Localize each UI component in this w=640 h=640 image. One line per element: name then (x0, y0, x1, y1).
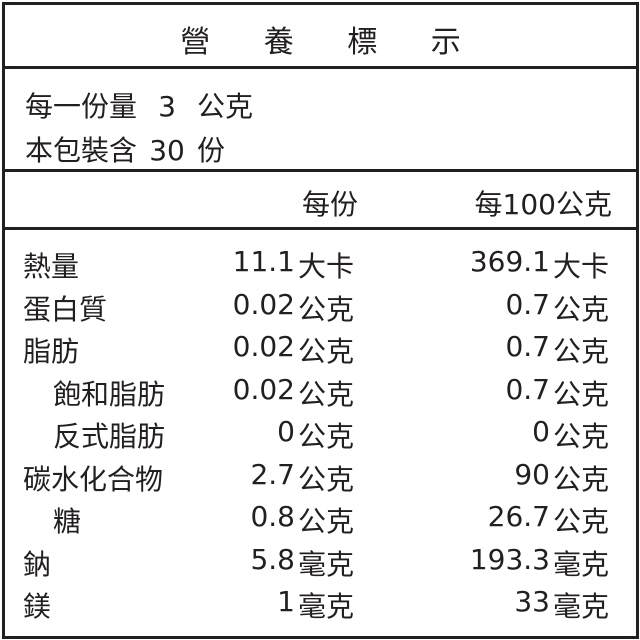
nutrient-row: 脂肪 0.02 公克 0.7 公克 (5, 330, 636, 372)
servings-value: 30 (149, 134, 185, 167)
serving-size: 每一份量 3 公克 (25, 85, 253, 125)
nutrient-name: 鈉 (23, 547, 52, 581)
nutrient-row: 蛋白質 0.02 公克 0.7 公克 (5, 288, 636, 330)
per-serving-value: 11.1 (232, 245, 295, 278)
label-title: 營 養 標 示 (180, 25, 483, 60)
per-serving-value: 0.02 (232, 372, 295, 406)
serving-size-unit: 公克 (197, 90, 254, 123)
per-serving-unit: 公克 (298, 505, 355, 538)
per-serving-unit: 公克 (298, 420, 355, 453)
divider (5, 169, 636, 172)
per-100g-value: 369.1 (469, 245, 550, 278)
per-100g-unit: 公克 (553, 335, 610, 368)
per-serving-value: 0.02 (232, 287, 295, 321)
per-100g-unit: 公克 (553, 505, 610, 538)
per-100g-unit: 毫克 (553, 590, 610, 623)
per-serving-value: 1 (277, 585, 295, 618)
per-100g-value: 0.7 (505, 372, 550, 406)
nutrient-name: 碳水化合物 (23, 462, 164, 496)
servings-label: 本包裝含 (25, 134, 138, 167)
per-serving-unit: 公克 (298, 292, 355, 326)
nutrient-name: 鎂 (23, 590, 52, 623)
per-serving-value: 0 (277, 415, 295, 448)
nutrient-name: 蛋白質 (23, 292, 108, 326)
per-serving-unit: 公克 (298, 462, 355, 496)
serving-size-label: 每一份量 (25, 90, 138, 123)
per-100g-value: 193.3 (469, 542, 550, 576)
nutrient-row: 反式脂肪 0 公克 0 公克 (5, 415, 636, 457)
divider (5, 227, 636, 230)
divider (5, 66, 636, 69)
nutrient-row: 鎂 1 毫克 33 毫克 (5, 585, 636, 627)
per-serving-unit: 毫克 (298, 590, 355, 623)
per-100g-value: 26.7 (487, 500, 550, 533)
per-serving-value: 0.02 (232, 330, 295, 363)
per-serving-value: 0.8 (250, 500, 295, 533)
per-100g-unit: 毫克 (553, 547, 610, 581)
servings-per-package: 本包裝含 30 份 (25, 129, 225, 169)
per-100g-value: 0.7 (505, 330, 550, 363)
nutrient-row: 碳水化合物 2.7 公克 90 公克 (5, 458, 636, 500)
nutrient-name: 反式脂肪 (53, 420, 166, 453)
column-header-per-serving: 每份 (301, 188, 358, 221)
per-100g-unit: 大卡 (553, 250, 610, 283)
per-100g-value: 90 (514, 457, 550, 491)
per-100g-value: 33 (514, 585, 550, 618)
per-serving-unit: 大卡 (298, 250, 355, 283)
per-100g-unit: 公克 (553, 292, 610, 326)
per-100g-unit: 公克 (553, 377, 610, 411)
nutrient-row: 糖 0.8 公克 26.7 公克 (5, 500, 636, 542)
per-serving-value: 5.8 (250, 542, 295, 576)
nutrient-row: 熱量 11.1 大卡 369.1 大卡 (5, 245, 636, 287)
per-serving-unit: 公克 (298, 335, 355, 368)
per-100g-unit: 公克 (553, 462, 610, 496)
serving-size-value: 3 (158, 90, 176, 123)
nutrient-name: 飽和脂肪 (53, 377, 166, 411)
per-serving-value: 2.7 (250, 457, 295, 491)
nutrient-row: 鈉 5.8 毫克 193.3 毫克 (5, 543, 636, 585)
per-100g-value: 0 (532, 415, 550, 448)
nutrient-name: 脂肪 (23, 335, 80, 368)
nutrient-row: 飽和脂肪 0.02 公克 0.7 公克 (5, 373, 636, 415)
nutrient-name: 糖 (53, 505, 82, 538)
per-100g-unit: 公克 (553, 420, 610, 453)
per-serving-unit: 毫克 (298, 547, 355, 581)
nutrient-name: 熱量 (23, 250, 80, 283)
per-100g-value: 0.7 (505, 287, 550, 321)
per-serving-unit: 公克 (298, 377, 355, 411)
servings-unit: 份 (197, 134, 226, 167)
column-header-per-100g: 每100公克 (474, 188, 612, 221)
